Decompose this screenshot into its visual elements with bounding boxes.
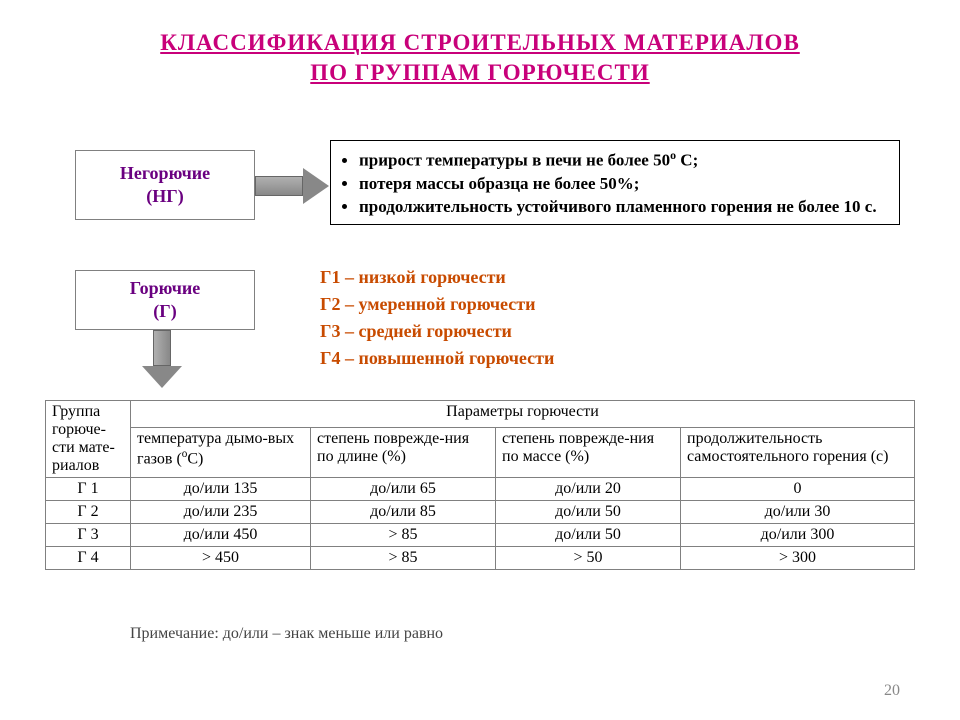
table-header-row-2: температура дымо-вых газов (оС) степень … bbox=[46, 427, 915, 477]
box-ng-label-2: (НГ) bbox=[146, 185, 183, 208]
col-header-params: Параметры горючести bbox=[131, 401, 915, 428]
cell-temp: до/или 450 bbox=[131, 524, 311, 547]
cell-length: до/или 85 bbox=[311, 501, 496, 524]
cell-group: Г 1 bbox=[46, 478, 131, 501]
box-g-label-2: (Г) bbox=[153, 300, 176, 323]
criteria-item-3: продолжительность устойчивого пламенного… bbox=[359, 196, 889, 219]
cell-group: Г 2 bbox=[46, 501, 131, 524]
page-number: 20 bbox=[884, 682, 900, 700]
col-header-group: Группа горюче-сти мате-риалов bbox=[46, 401, 131, 478]
cell-length: > 85 bbox=[311, 524, 496, 547]
criteria-item-2: потеря массы образца не более 50%; bbox=[359, 173, 889, 196]
table-row: Г 4 > 450 > 85 > 50 > 300 bbox=[46, 547, 915, 570]
title-line-2: ПО ГРУППАМ ГОРЮЧЕСТИ bbox=[310, 60, 649, 85]
grade-g1: Г1 – низкой горючести bbox=[320, 264, 554, 291]
table-row: Г 1 до/или 135 до/или 65 до/или 20 0 bbox=[46, 478, 915, 501]
table-row: Г 2 до/или 235 до/или 85 до/или 50 до/ил… bbox=[46, 501, 915, 524]
col-header-temp: температура дымо-вых газов (оС) bbox=[131, 427, 311, 477]
table-row: Г 3 до/или 450 > 85 до/или 50 до/или 300 bbox=[46, 524, 915, 547]
cell-duration: > 300 bbox=[681, 547, 915, 570]
col-header-length: степень поврежде-ния по длине (%) bbox=[311, 427, 496, 477]
cell-group: Г 3 bbox=[46, 524, 131, 547]
cell-group: Г 4 bbox=[46, 547, 131, 570]
page-title: КЛАССИФИКАЦИЯ СТРОИТЕЛЬНЫХ МАТЕРИАЛОВ ПО… bbox=[0, 0, 960, 88]
cell-mass: до/или 50 bbox=[496, 524, 681, 547]
criteria-box: прирост температуры в печи не более 50о … bbox=[330, 140, 900, 225]
combustibility-table: Группа горюче-сти мате-риалов Параметры … bbox=[45, 400, 915, 570]
box-ng-label-1: Негорючие bbox=[120, 162, 210, 185]
combustibility-grades-list: Г1 – низкой горючести Г2 – умеренной гор… bbox=[320, 264, 554, 372]
footnote: Примечание: до/или – знак меньше или рав… bbox=[130, 625, 443, 643]
cell-temp: до/или 235 bbox=[131, 501, 311, 524]
cell-temp: до/или 135 bbox=[131, 478, 311, 501]
box-g-label-1: Горючие bbox=[130, 277, 200, 300]
grade-g3: Г3 – средней горючести bbox=[320, 318, 554, 345]
cell-mass: > 50 bbox=[496, 547, 681, 570]
arrow-down-icon bbox=[142, 330, 182, 390]
criteria-item-1: прирост температуры в печи не более 50о … bbox=[359, 147, 889, 173]
grade-g2: Г2 – умеренной горючести bbox=[320, 291, 554, 318]
cell-length: > 85 bbox=[311, 547, 496, 570]
box-combustible: Горючие (Г) bbox=[75, 270, 255, 330]
cell-length: до/или 65 bbox=[311, 478, 496, 501]
grade-g4: Г4 – повышенной горючести bbox=[320, 345, 554, 372]
cell-duration: до/или 300 bbox=[681, 524, 915, 547]
arrow-right-icon bbox=[255, 168, 331, 204]
cell-temp: > 450 bbox=[131, 547, 311, 570]
cell-mass: до/или 50 bbox=[496, 501, 681, 524]
table-header-row-1: Группа горюче-сти мате-риалов Параметры … bbox=[46, 401, 915, 428]
col-header-duration: продолжительность самостоятельного горен… bbox=[681, 427, 915, 477]
cell-duration: до/или 30 bbox=[681, 501, 915, 524]
title-line-1: КЛАССИФИКАЦИЯ СТРОИТЕЛЬНЫХ МАТЕРИАЛОВ bbox=[160, 30, 800, 55]
cell-duration: 0 bbox=[681, 478, 915, 501]
box-non-combustible: Негорючие (НГ) bbox=[75, 150, 255, 220]
cell-mass: до/или 20 bbox=[496, 478, 681, 501]
col-header-mass: степень поврежде-ния по массе (%) bbox=[496, 427, 681, 477]
